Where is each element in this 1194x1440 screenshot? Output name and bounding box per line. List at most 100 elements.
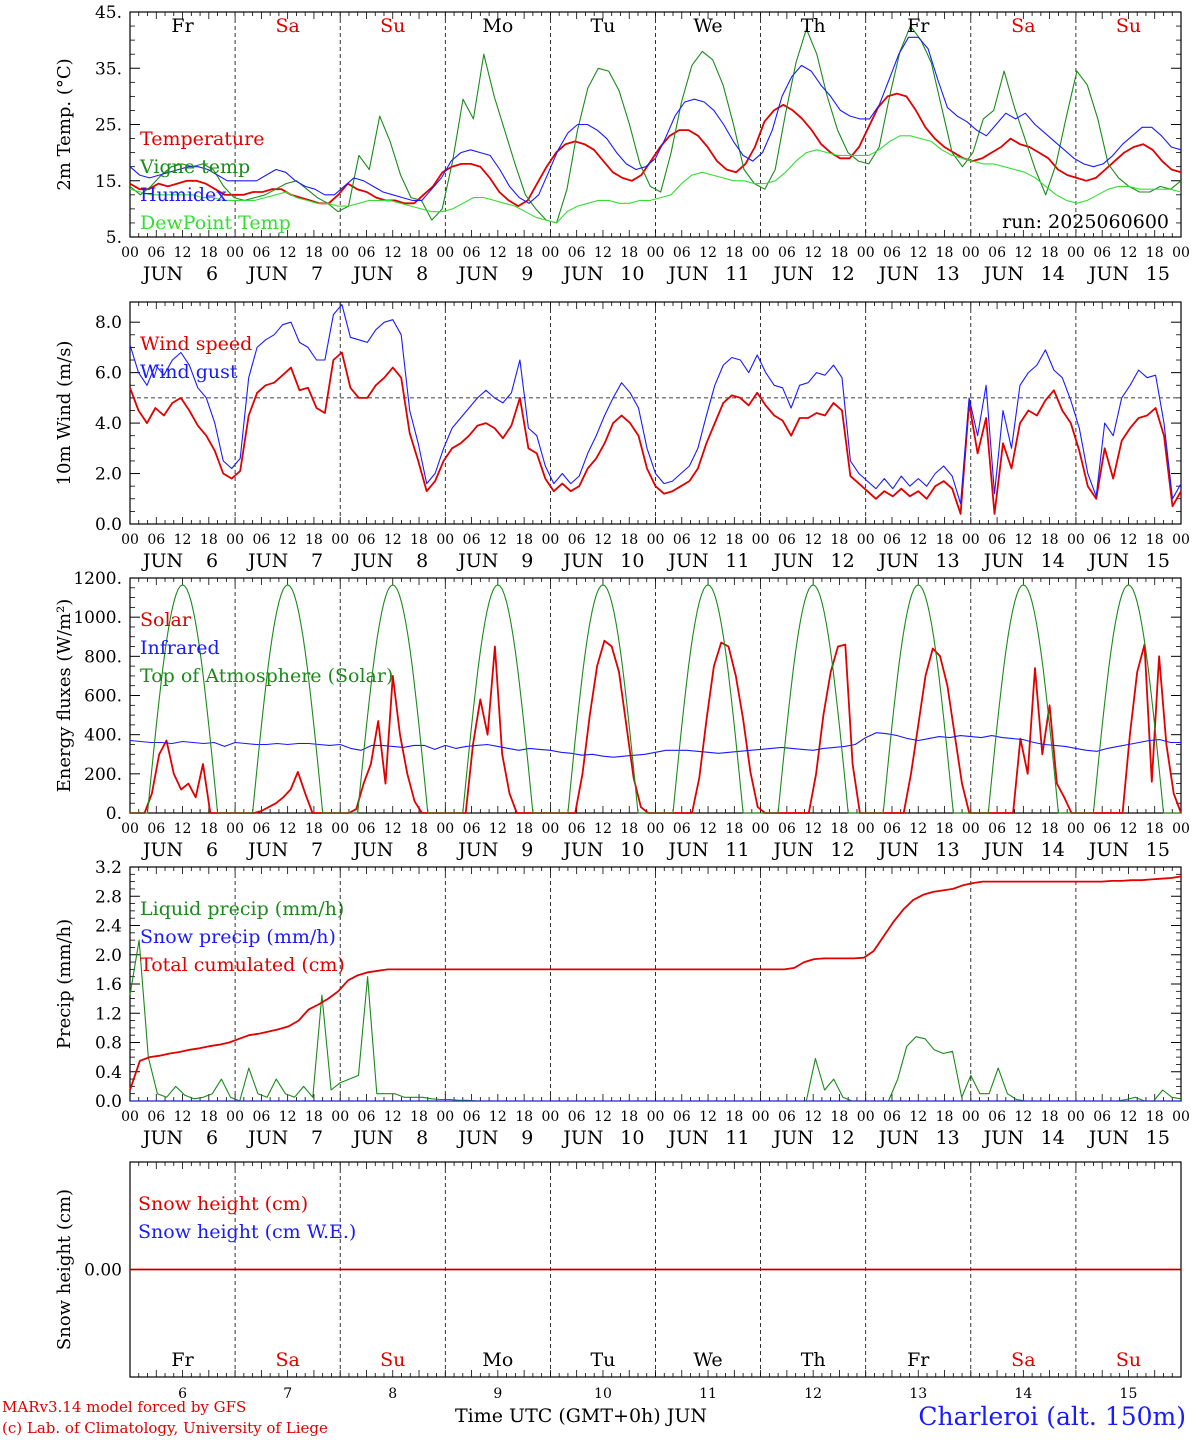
- y-tick-label: 15.: [95, 172, 122, 192]
- hour-tick-label: 00: [857, 821, 875, 837]
- month-label: JUN: [351, 839, 393, 861]
- day-label: 14: [1041, 1127, 1065, 1149]
- legend-entry: Solar: [140, 609, 192, 631]
- panel-4: 0.0 0.4 0.8 1.2 1.6 2.0 2.4 2.8 3.2 Precip (mm/h)…: [54, 858, 1190, 1149]
- month-label: JUN: [456, 1127, 498, 1149]
- y-tick-label: 4.0: [95, 414, 122, 434]
- y-axis-title: Precip (mm/h): [54, 919, 75, 1049]
- hour-tick-label: 00: [1172, 821, 1190, 837]
- hour-tick-label: 12: [699, 245, 717, 261]
- month-label: JUN: [666, 1127, 708, 1149]
- hour-tick-label: 18: [725, 1109, 743, 1125]
- hour-tick-label: 06: [147, 245, 165, 261]
- hour-tick-label: 18: [620, 245, 638, 261]
- month-label: JUN: [877, 550, 919, 572]
- hour-tick-label: 06: [147, 532, 165, 548]
- month-label: JUN: [351, 550, 393, 572]
- hour-tick-label: 18: [936, 1109, 954, 1125]
- hour-tick-label: 12: [279, 245, 297, 261]
- series-line-vigne-temp: [129, 25, 1182, 224]
- month-label: JUN: [982, 263, 1024, 285]
- hour-tick-label: 00: [121, 1109, 139, 1125]
- day-label: 13: [936, 550, 960, 572]
- day-label: 6: [206, 550, 218, 572]
- hour-tick-label: 12: [1120, 821, 1138, 837]
- hour-tick-label: 12: [909, 532, 927, 548]
- hour-tick-label: 18: [831, 245, 849, 261]
- hour-tick-label: 12: [699, 821, 717, 837]
- hour-tick-label: 06: [778, 245, 796, 261]
- hour-tick-label: 18: [936, 245, 954, 261]
- hour-tick-label: 18: [620, 532, 638, 548]
- hour-tick-label: 06: [1093, 821, 1111, 837]
- day-label: 9: [493, 1386, 502, 1402]
- hour-tick-label: 00: [1172, 532, 1190, 548]
- hour-tick-label: 06: [778, 821, 796, 837]
- hour-tick-label: 06: [883, 532, 901, 548]
- panel-frame: [129, 301, 1182, 525]
- day-label: 14: [1014, 1386, 1032, 1402]
- hour-tick-label: 12: [384, 1109, 402, 1125]
- hour-tick-label: 00: [752, 245, 770, 261]
- weekday-label: Mo: [482, 1349, 513, 1371]
- hour-tick-label: 18: [410, 821, 428, 837]
- day-label: 10: [620, 1127, 644, 1149]
- hour-tick-label: 18: [936, 532, 954, 548]
- hour-tick-label: 06: [463, 1109, 481, 1125]
- hour-tick-label: 00: [436, 532, 454, 548]
- legend-entry: Snow precip (mm/h): [140, 926, 336, 948]
- hour-tick-label: 18: [831, 821, 849, 837]
- panel-3: 0. 200. 400. 600. 800. 1000. 1200. Energy fluxe…: [54, 569, 1190, 861]
- hour-tick-label: 00: [121, 532, 139, 548]
- weekday-label: Sa: [275, 15, 299, 37]
- hour-tick-label: 00: [331, 245, 349, 261]
- hour-tick-label: 18: [1041, 245, 1059, 261]
- hour-tick-label: 00: [962, 1109, 980, 1125]
- panel-5: 0.00 Snow height (cm) Snow height (cm) Snow…: [54, 1161, 1182, 1378]
- hour-tick-label: 12: [804, 1109, 822, 1125]
- hour-tick-label: 12: [699, 532, 717, 548]
- day-label: 6: [206, 263, 218, 285]
- hour-tick-label: 00: [541, 245, 559, 261]
- hour-tick-label: 06: [358, 245, 376, 261]
- hour-tick-label: 06: [463, 821, 481, 837]
- hour-tick-label: 12: [174, 245, 192, 261]
- hour-tick-label: 06: [252, 532, 270, 548]
- series-line-total-cumulated-cm-: [129, 875, 1182, 1091]
- weekday-label: Fr: [171, 15, 194, 37]
- hour-tick-label: 12: [384, 532, 402, 548]
- y-tick-label: 25.: [95, 116, 122, 136]
- day-label: 10: [620, 839, 644, 861]
- day-label: 11: [725, 839, 749, 861]
- hour-tick-label: 18: [1041, 821, 1059, 837]
- weekday-label: Fr: [907, 1349, 930, 1371]
- month-label: JUN: [771, 550, 813, 572]
- weekday-label: Su: [380, 15, 405, 37]
- weekday-label: Sa: [275, 1349, 299, 1371]
- y-tick-label: 0.0: [95, 1092, 122, 1112]
- hour-tick-label: 06: [883, 821, 901, 837]
- hour-tick-label: 18: [410, 245, 428, 261]
- hour-tick-label: 00: [1067, 821, 1085, 837]
- hour-tick-label: 12: [909, 821, 927, 837]
- hour-tick-label: 00: [436, 245, 454, 261]
- hour-tick-label: 00: [121, 245, 139, 261]
- hour-tick-label: 00: [541, 532, 559, 548]
- day-label: 15: [1146, 839, 1170, 861]
- series-line-wind-gust: [129, 303, 1182, 505]
- month-label: JUN: [666, 263, 708, 285]
- month-label: JUN: [877, 263, 919, 285]
- y-axis-title: 10m Wind (m/s): [54, 341, 75, 486]
- day-label: 15: [1146, 550, 1170, 572]
- hour-tick-label: 06: [1093, 532, 1111, 548]
- hour-tick-label: 12: [174, 821, 192, 837]
- day-label: 12: [831, 1127, 855, 1149]
- hour-tick-label: 12: [804, 245, 822, 261]
- month-label: JUN: [666, 550, 708, 572]
- month-label: JUN: [982, 1127, 1024, 1149]
- hour-tick-label: 18: [410, 532, 428, 548]
- y-tick-label: 600.: [84, 687, 122, 707]
- hour-tick-label: 18: [200, 821, 218, 837]
- hour-tick-label: 00: [962, 245, 980, 261]
- hour-tick-label: 18: [620, 821, 638, 837]
